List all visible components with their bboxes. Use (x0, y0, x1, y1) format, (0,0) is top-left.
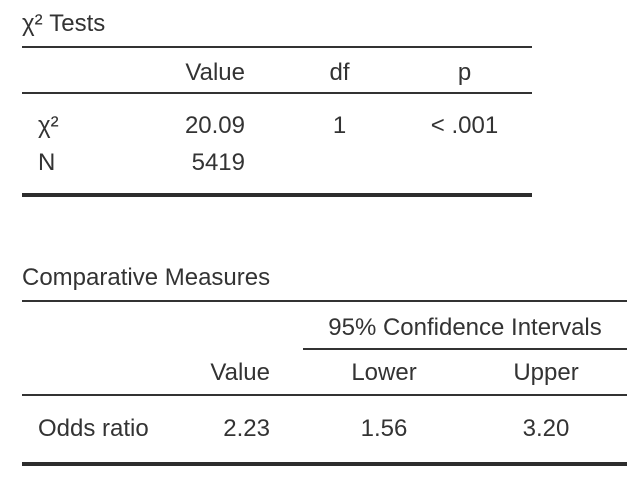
odds-ratio-upper-cell: 3.20 (465, 395, 627, 466)
spanner-empty-cell (22, 300, 303, 349)
n-p-cell (397, 144, 532, 197)
chi-square-p-cell: < .001 (430, 112, 499, 139)
table-row-odds-ratio: Odds ratio 2.23 1.56 3.20 (22, 395, 627, 466)
confidence-interval-spanner-row: 95% Confidence Intervals (22, 300, 627, 350)
n-value-cell: 5419 (155, 144, 282, 197)
odds-ratio-lower-cell: 1.56 (303, 395, 465, 466)
table-row-n: N 5419 (22, 144, 532, 197)
table-row-chi-square: χ² 20.09 1 < .001 (22, 93, 532, 144)
chi-square-header-value: Value (155, 46, 282, 94)
comparative-header-upper: Upper (465, 349, 627, 396)
chi-square-row-label: χ² (38, 112, 59, 139)
chi-square-table: Value df p χ² 20.09 1 < .001 N 5419 (22, 46, 532, 197)
comparative-header-value: Value (165, 349, 303, 396)
chi-square-header-df: df (282, 46, 397, 94)
comparative-header-row: Value Lower Upper (22, 349, 627, 396)
odds-ratio-row-label: Odds ratio (22, 395, 165, 466)
chi-square-header-row: Value df p (22, 46, 532, 94)
chi-square-table-title: χ² Tests (22, 10, 106, 37)
confidence-interval-spanner-label: 95% Confidence Intervals (303, 300, 627, 350)
n-row-label: N (22, 144, 155, 197)
comparative-measures-table-title: Comparative Measures (22, 264, 271, 291)
comparative-header-lower: Lower (303, 349, 465, 396)
chi-square-header-empty (22, 46, 155, 94)
odds-ratio-value-cell: 2.23 (165, 395, 303, 466)
comparative-header-empty (22, 349, 165, 396)
comparative-measures-table: 95% Confidence Intervals Value Lower Upp… (22, 300, 627, 466)
chi-square-df-cell: 1 (332, 112, 347, 139)
chi-square-value-cell: 20.09 (184, 112, 245, 139)
n-df-cell (282, 144, 397, 197)
chi-square-header-p: p (397, 46, 532, 94)
